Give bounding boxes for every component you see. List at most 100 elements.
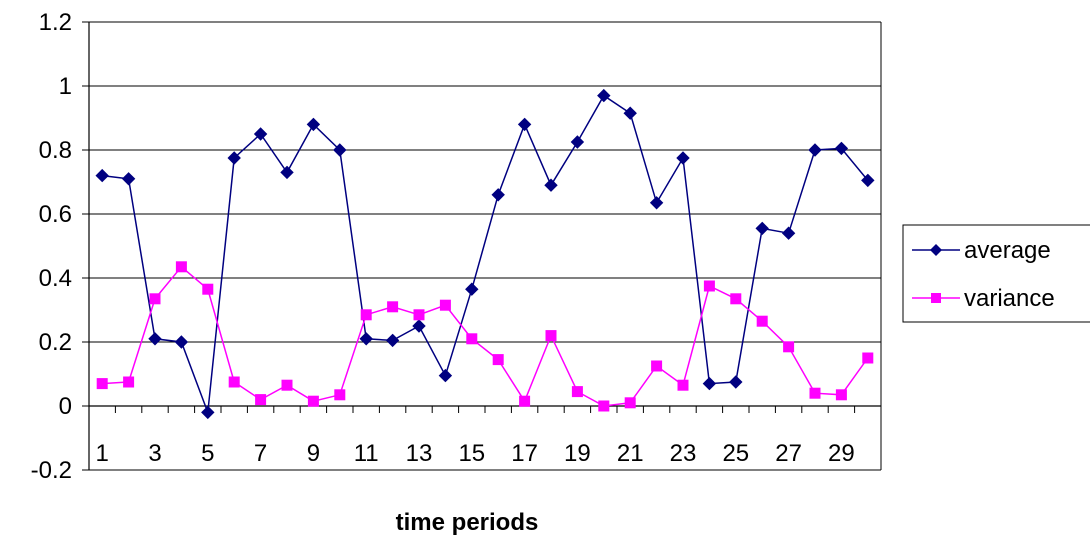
data-point bbox=[465, 282, 479, 296]
y-tick-label: 0.8 bbox=[39, 137, 72, 164]
data-point bbox=[359, 332, 373, 346]
legend-box bbox=[902, 224, 1090, 323]
y-tick-label: 1.2 bbox=[39, 9, 72, 36]
series-average bbox=[95, 88, 875, 420]
data-point bbox=[227, 151, 241, 165]
y-tick-label: 0 bbox=[59, 393, 72, 420]
x-tick-label: 25 bbox=[722, 440, 749, 467]
data-point bbox=[702, 376, 717, 391]
y-tick-label: -0.2 bbox=[31, 457, 72, 484]
x-tick-label: 9 bbox=[307, 440, 320, 467]
data-point bbox=[334, 389, 346, 401]
legend-marker bbox=[930, 244, 942, 256]
x-tick-label: 7 bbox=[254, 440, 267, 467]
data-point bbox=[783, 341, 795, 353]
series-variance bbox=[96, 261, 874, 412]
data-point bbox=[412, 319, 426, 333]
x-tick-label: 15 bbox=[458, 440, 485, 467]
x-tick-label: 19 bbox=[564, 440, 591, 467]
data-point bbox=[385, 333, 400, 348]
data-point bbox=[755, 221, 769, 236]
legend-marker bbox=[931, 293, 941, 303]
data-point bbox=[649, 196, 664, 210]
x-tick-label: 29 bbox=[828, 440, 855, 467]
legend-item-average: average bbox=[912, 237, 1051, 264]
data-point bbox=[202, 283, 214, 295]
y-tick-label: 0.6 bbox=[39, 201, 72, 228]
data-point bbox=[148, 332, 162, 346]
data-point bbox=[730, 293, 742, 305]
data-point bbox=[834, 141, 849, 156]
data-point bbox=[729, 375, 743, 389]
legend-label: average bbox=[964, 237, 1051, 264]
data-point bbox=[597, 88, 611, 103]
data-point bbox=[545, 330, 557, 342]
data-point bbox=[123, 376, 135, 388]
data-point bbox=[861, 173, 875, 188]
data-point bbox=[96, 378, 108, 390]
data-point bbox=[570, 135, 585, 149]
data-point bbox=[756, 315, 768, 327]
x-tick-label: 17 bbox=[511, 440, 538, 467]
series-group bbox=[95, 88, 875, 420]
y-tick-label: 0.2 bbox=[39, 329, 72, 356]
gridlines bbox=[89, 21, 882, 471]
data-point bbox=[491, 188, 505, 202]
data-point bbox=[387, 301, 399, 313]
data-point bbox=[253, 127, 268, 141]
data-point bbox=[413, 309, 425, 321]
series-line-average bbox=[102, 94, 869, 413]
data-point bbox=[517, 117, 532, 132]
x-tick-label: 21 bbox=[617, 440, 644, 467]
y-tick-label: 0.4 bbox=[39, 265, 72, 292]
data-point bbox=[307, 395, 319, 407]
data-point bbox=[360, 309, 372, 321]
x-tick-label: 13 bbox=[406, 440, 433, 467]
x-tick-label: 11 bbox=[354, 440, 379, 467]
data-point bbox=[228, 376, 240, 388]
data-point bbox=[677, 379, 689, 391]
data-point bbox=[519, 395, 531, 407]
y-tick-label: 1 bbox=[59, 73, 72, 100]
data-point bbox=[651, 360, 663, 372]
x-tick-label: 23 bbox=[670, 440, 697, 467]
data-point bbox=[809, 387, 821, 399]
x-tick-label: 27 bbox=[775, 440, 802, 467]
x-axis-title: time periods bbox=[396, 509, 539, 536]
x-tick-label: 5 bbox=[201, 440, 214, 467]
data-point bbox=[808, 143, 822, 157]
data-point bbox=[174, 335, 189, 349]
data-point bbox=[439, 299, 451, 311]
data-point bbox=[333, 143, 347, 157]
legend-item-variance: variance bbox=[912, 285, 1055, 312]
series-line-variance bbox=[102, 265, 869, 407]
data-point bbox=[703, 280, 715, 292]
data-point bbox=[280, 165, 294, 180]
data-point bbox=[175, 261, 187, 273]
data-point bbox=[466, 333, 478, 345]
data-point bbox=[623, 106, 637, 120]
x-tick-label: 3 bbox=[148, 440, 161, 467]
data-point bbox=[835, 389, 847, 401]
data-point bbox=[149, 293, 161, 305]
legend: average variance bbox=[902, 224, 1090, 323]
y-tick-labels: 1.2 1 0.8 0.6 0.4 0.2 0 -0.2 bbox=[31, 9, 72, 484]
data-point bbox=[598, 400, 610, 412]
data-point bbox=[624, 397, 636, 409]
data-point bbox=[121, 172, 136, 186]
data-point bbox=[201, 405, 215, 420]
data-point bbox=[306, 117, 321, 132]
legend-label: variance bbox=[964, 285, 1055, 312]
data-point bbox=[571, 386, 583, 398]
x-tick-labels: 1 3 5 7 9 11 13 15 17 19 21 23 25 27 29 bbox=[96, 440, 855, 467]
data-point bbox=[438, 368, 453, 383]
data-point bbox=[676, 151, 690, 165]
x-tick-label: 1 bbox=[96, 440, 109, 467]
data-point bbox=[95, 168, 109, 183]
data-point bbox=[862, 352, 874, 364]
data-point bbox=[544, 178, 558, 192]
axes bbox=[82, 21, 882, 471]
data-point bbox=[492, 354, 504, 366]
data-point bbox=[281, 379, 293, 391]
